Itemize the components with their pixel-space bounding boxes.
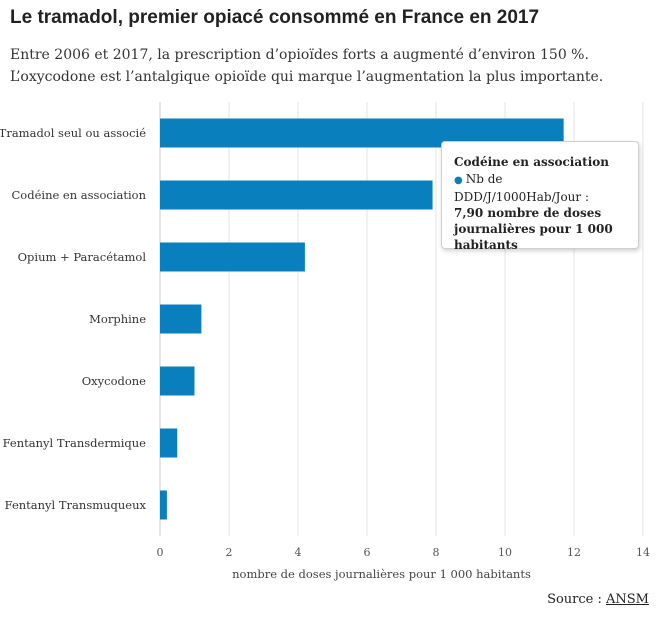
bar: [160, 304, 202, 334]
bar: [160, 242, 305, 272]
bar: [160, 428, 178, 458]
source-link[interactable]: ANSM: [606, 592, 649, 607]
category-label: Oxycodone: [82, 374, 146, 388]
x-tick-label: 10: [498, 546, 512, 559]
x-tick-label: 4: [295, 546, 302, 559]
x-tick-label: 2: [226, 546, 233, 559]
source-prefix: Source :: [547, 592, 602, 607]
x-tick-label: 6: [364, 546, 371, 559]
category-label: Opium + Paracétamol: [18, 250, 147, 264]
x-tick-label: 8: [433, 546, 440, 559]
bar: [160, 180, 433, 210]
category-label: Codéine en association: [12, 188, 147, 202]
category-label: Fentanyl Transdermique: [3, 436, 147, 450]
bar: [160, 490, 167, 520]
x-axis-title: nombre de doses journalières pour 1 000 …: [232, 567, 531, 581]
category-label: Tramadol seul ou associé: [0, 126, 146, 140]
chart-tooltip: Codéine en association ● Nb de DDD/J/1000…: [441, 141, 639, 252]
source-credit: Source : ANSM: [547, 592, 649, 607]
bar: [160, 366, 195, 396]
category-label: Morphine: [89, 312, 146, 326]
chart-title: Le tramadol, premier opiacé consommé en …: [10, 7, 540, 28]
x-tick-label: 0: [157, 546, 164, 559]
tooltip-category: Codéine en association: [454, 155, 609, 169]
category-label: Fentanyl Transmuqueux: [5, 498, 147, 512]
tooltip-series-dot-icon: ●: [454, 175, 463, 186]
tooltip-value: 7,90 nombre de doses journalières pour 1…: [454, 206, 613, 252]
x-tick-label: 12: [567, 546, 581, 559]
x-tick-label: 14: [636, 546, 650, 559]
chart-subtitle: Entre 2006 et 2017, la prescription d’op…: [10, 47, 604, 85]
tooltip-series-label: Nb de DDD/J/1000Hab/Jour :: [454, 172, 589, 204]
